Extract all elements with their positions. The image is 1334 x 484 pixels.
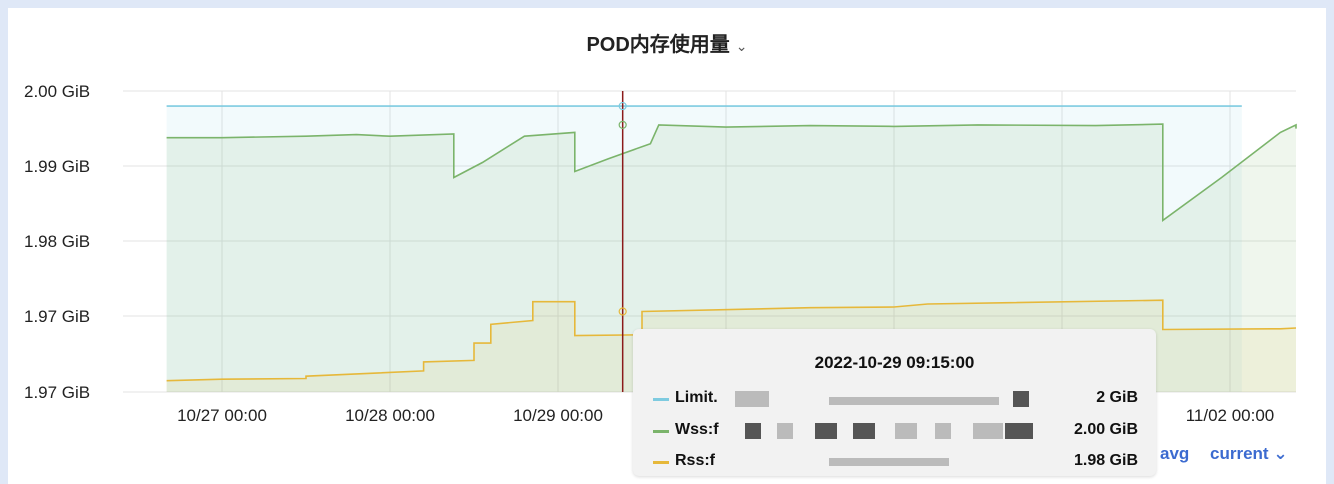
legend-current-label: current bbox=[1210, 444, 1269, 463]
legend-swatch bbox=[653, 461, 669, 464]
chevron-down-icon: ⌄ bbox=[1273, 444, 1288, 463]
tooltip-row-rss: Rss:f 1.98 GiB bbox=[653, 450, 1138, 474]
redaction bbox=[973, 423, 1003, 439]
tooltip-row-wss: Wss:f 2.00 GiB bbox=[653, 419, 1138, 443]
redaction bbox=[935, 423, 951, 439]
tooltip-row-label: Limit. bbox=[675, 389, 718, 406]
redaction bbox=[815, 423, 837, 439]
y-tick-label: 1.97 GiB bbox=[24, 307, 90, 326]
y-tick-label: 1.98 GiB bbox=[24, 232, 90, 251]
legend-swatch bbox=[653, 430, 669, 433]
cursor-marker-limit bbox=[618, 101, 627, 111]
redaction bbox=[853, 423, 875, 439]
redaction bbox=[1005, 423, 1033, 439]
tooltip-row-value: 1.98 GiB bbox=[1073, 452, 1138, 469]
cursor-marker-wss bbox=[618, 120, 627, 129]
redaction bbox=[829, 397, 999, 405]
x-tick-label: 11/02 00:00 bbox=[1186, 406, 1275, 425]
redaction bbox=[829, 458, 949, 466]
panel-title[interactable]: POD内存使用量 ⌄ bbox=[8, 28, 1326, 57]
tooltip-row-label: Rss:f bbox=[675, 452, 716, 469]
legend-swatch bbox=[653, 398, 669, 401]
hover-tooltip: 2022-10-29 09:15:00 Limit. 2 GiB Wss:f 2… bbox=[633, 329, 1156, 476]
series-lines bbox=[166, 105, 1297, 382]
x-tick-label: 10/27 00:00 bbox=[177, 406, 267, 425]
y-axis-ticks: 2.00 GiB 1.99 GiB 1.98 GiB 1.97 GiB 1.97 GiB bbox=[24, 82, 90, 402]
chevron-down-icon: ⌄ bbox=[735, 38, 748, 54]
tooltip-row-limit: Limit. 2 GiB bbox=[653, 387, 1138, 411]
panel-title-text: POD内存使用量 bbox=[586, 34, 730, 56]
redaction bbox=[895, 423, 917, 439]
x-tick-label: 10/29 00:00 bbox=[513, 406, 603, 425]
redaction bbox=[1013, 391, 1029, 407]
legend-avg-column[interactable]: avg bbox=[1160, 444, 1190, 463]
y-tick-label: 1.99 GiB bbox=[24, 157, 90, 176]
x-tick-label: 10/28 00:00 bbox=[345, 406, 435, 425]
tooltip-row-value: 2 GiB bbox=[1096, 389, 1138, 406]
redaction bbox=[777, 423, 793, 439]
series-line-rss bbox=[166, 299, 1297, 382]
y-tick-label: 2.00 GiB bbox=[24, 82, 90, 101]
cursor-marker-rss bbox=[618, 307, 627, 316]
series-line-wss bbox=[166, 123, 1297, 222]
redaction bbox=[735, 391, 769, 407]
redaction bbox=[745, 423, 761, 439]
hover-cursor bbox=[618, 91, 627, 392]
series-area-wss bbox=[166, 124, 1297, 392]
tooltip-row-value: 2.00 GiB bbox=[1073, 421, 1138, 438]
tooltip-time: 2022-10-29 09:15:00 bbox=[814, 353, 975, 372]
tooltip-row-label: Wss:f bbox=[675, 421, 719, 438]
y-tick-label: 1.97 GiB bbox=[24, 383, 90, 402]
series-area-limit bbox=[166, 106, 1242, 392]
legend-current-column[interactable]: current ⌄ bbox=[1210, 444, 1288, 464]
